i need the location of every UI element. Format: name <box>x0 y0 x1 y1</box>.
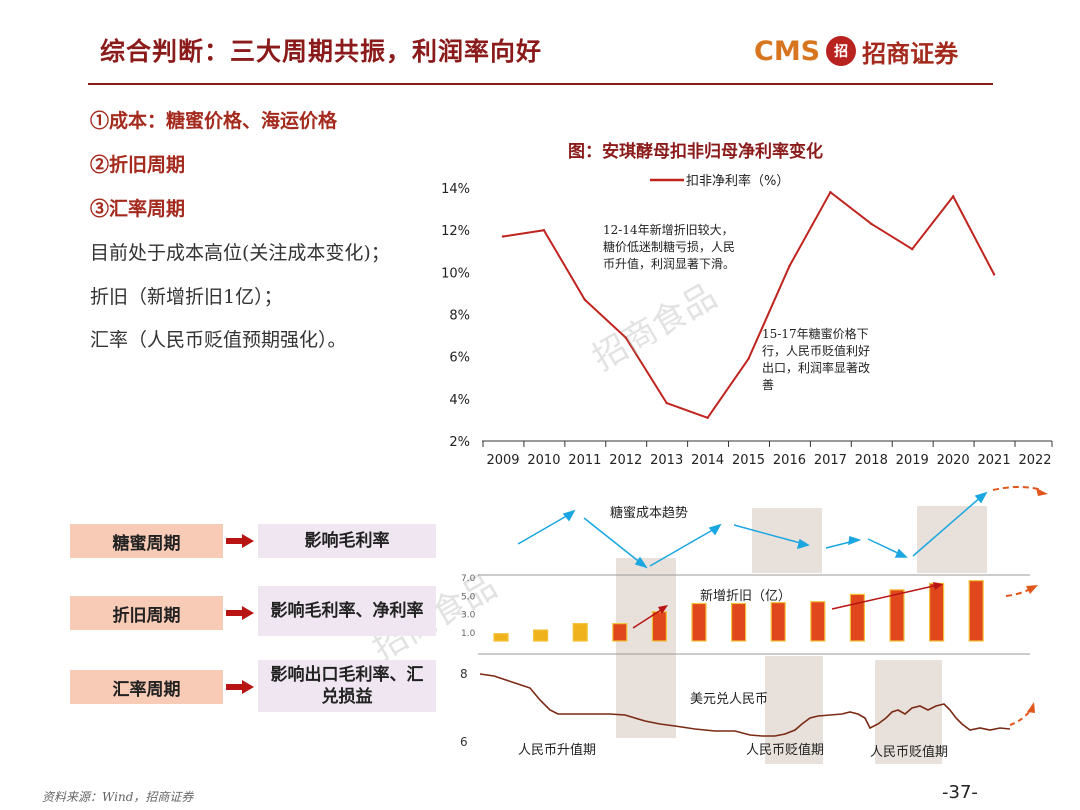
y-tick-label: 14% <box>441 182 470 197</box>
x-tick-label: 2012 <box>609 453 642 468</box>
data-point <box>665 402 667 404</box>
bar-y-tick: 1.0 <box>461 629 476 639</box>
depreciation-label: 新增折旧（亿） <box>700 588 791 604</box>
fx-tick-8: 8 <box>460 667 468 681</box>
depreciation-bar <box>969 581 983 641</box>
page-number: -37- <box>942 782 978 803</box>
depreciation-bar <box>890 590 904 641</box>
x-tick-label: 2018 <box>855 453 888 468</box>
chart-legend: 扣非净利率（%） <box>650 173 789 189</box>
x-tick-label: 2010 <box>527 453 560 468</box>
depreciation-bar <box>613 624 627 641</box>
y-tick-label: 8% <box>449 309 470 324</box>
y-tick-label: 4% <box>449 393 470 408</box>
cycle-label-molasses: 糖蜜周期 <box>70 524 223 558</box>
depreciation-bar <box>771 603 785 641</box>
fx-period-depreciation: 人民币贬值期 <box>746 742 824 758</box>
brand-logo: CMS 招 招商证券 <box>754 32 958 70</box>
y-tick-label: 6% <box>449 351 470 366</box>
y-tick-label: 2% <box>449 435 470 450</box>
fx-period-depreciation: 人民币贬值期 <box>870 744 948 760</box>
data-point <box>870 223 872 225</box>
x-tick-label: 2017 <box>814 453 847 468</box>
data-point <box>911 248 913 250</box>
depreciation-bar <box>692 604 706 641</box>
depreciation-bar <box>850 594 864 641</box>
x-tick-label: 2021 <box>978 453 1011 468</box>
logo-cn: 招商证券 <box>862 34 958 69</box>
cycle-effect-molasses: 影响毛利率 <box>258 524 436 558</box>
data-point <box>584 299 586 301</box>
depreciation-bar <box>494 634 508 641</box>
x-tick-label: 2014 <box>691 453 724 468</box>
logo-mark-icon: 招 <box>826 36 856 66</box>
data-point <box>829 191 831 193</box>
bar-trend-arrow <box>832 585 938 609</box>
right-arrow-icon <box>226 534 254 548</box>
right-arrow-icon <box>226 606 254 620</box>
data-point <box>706 417 708 419</box>
annotation-2015-2017: 15-17年糖蜜价格下行，人民币贬值利好出口，利润率显著改善 <box>762 326 872 394</box>
fx-continue-arrowhead <box>1027 702 1035 713</box>
annotation-2012-2014: 12-14年新增折旧较大，糖价低迷制糖亏损，人民币升值，利润显著下滑。 <box>603 222 741 273</box>
page-title: 综合判断：三大周期共振，利润率向好 <box>100 32 542 68</box>
shade-period <box>917 506 987 573</box>
depreciation-bar <box>930 583 944 641</box>
status-line-fx: 汇率（人民币贬值预期强化）。 <box>90 325 347 352</box>
depreciation-bar <box>534 630 548 641</box>
data-point <box>747 358 749 360</box>
point-cost: ①成本：糖蜜价格、海运价格 <box>90 106 337 133</box>
data-point <box>543 229 545 231</box>
source-note: 资料来源：Wind，招商证券 <box>42 788 193 805</box>
status-line-depreciation: 折旧（新增折旧1亿）； <box>90 282 283 309</box>
cycle-effect-fx: 影响出口毛利率、汇兑损益 <box>258 660 436 712</box>
data-point <box>502 235 504 237</box>
x-tick-label: 2013 <box>650 453 683 468</box>
net-margin-chart: 扣非净利率（%） 2% 4% 6% 8% 10% 12% 14% 2009 2010 2011 2… <box>420 160 1070 475</box>
molasses-trend-label: 糖蜜成本趋势 <box>610 505 688 521</box>
right-arrow-icon <box>226 680 254 694</box>
shade-period <box>752 508 822 573</box>
data-point <box>952 195 954 197</box>
depreciation-bar <box>732 604 746 641</box>
cycle-composite-chart: 糖蜜成本趋势 7.0 5.0 3.0 1.0 新增折旧（亿） 8 6 美元兑人民币 人… <box>450 478 1070 768</box>
x-tick-label: 2015 <box>732 453 765 468</box>
title-divider <box>88 83 993 85</box>
point-depreciation: ②折旧周期 <box>90 150 185 177</box>
logo-latin: CMS <box>754 36 820 67</box>
fx-period-appreciation: 人民币升值期 <box>518 742 596 758</box>
shade-period <box>616 558 676 738</box>
point-fx: ③汇率周期 <box>90 194 185 221</box>
data-point <box>788 265 790 267</box>
x-tick-label: 2019 <box>896 453 929 468</box>
legend-label: 扣非净利率（%） <box>686 173 789 189</box>
cycle-effect-depreciation: 影响毛利率、净利率 <box>258 586 436 636</box>
x-tick-label: 2016 <box>773 453 806 468</box>
x-tick-label: 2022 <box>1018 453 1051 468</box>
series-line <box>503 192 994 418</box>
fx-series-label: 美元兑人民币 <box>690 692 768 707</box>
chart-title: 图：安琪酵母扣非归母净利率变化 <box>568 137 823 162</box>
x-tick-label: 2011 <box>568 453 601 468</box>
trend-continue-arrowhead <box>1036 488 1048 496</box>
depreciation-bar <box>811 602 825 641</box>
fx-tick-6: 6 <box>460 735 468 749</box>
bar-y-tick: 5.0 <box>461 592 476 602</box>
depreciation-bar <box>652 612 666 641</box>
bar-y-tick: 3.0 <box>461 611 476 621</box>
bar-y-tick: 7.0 <box>461 574 476 584</box>
status-line-cost: 目前处于成本高位(关注成本变化)； <box>90 238 390 265</box>
bar-continue-arrowhead <box>1026 585 1038 594</box>
x-tick-label: 2020 <box>937 453 970 468</box>
trend-continue-arrow <box>993 487 1042 490</box>
data-point <box>993 273 995 275</box>
depreciation-bar <box>573 624 587 641</box>
y-tick-label: 12% <box>441 224 470 239</box>
y-tick-label: 10% <box>441 266 470 281</box>
x-tick-label: 2009 <box>486 453 519 468</box>
cycle-label-depreciation: 折旧周期 <box>70 596 223 630</box>
cycle-label-fx: 汇率周期 <box>70 670 223 704</box>
